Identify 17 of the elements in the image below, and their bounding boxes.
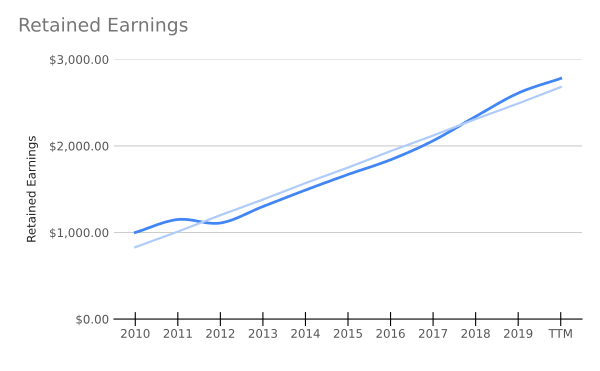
y-tick-label: $3,000.00: [50, 54, 108, 66]
x-tick-label: 2010: [121, 328, 150, 338]
x-tick-label: 2019: [504, 328, 532, 338]
x-tick-label: 2018: [461, 328, 490, 338]
x-tick-label: 2011: [164, 328, 192, 338]
x-tick-label: TTM: [548, 329, 572, 338]
y-tick-label: $2,000.00: [50, 141, 108, 152]
x-tick-label: 2017: [418, 328, 448, 338]
x-tick-label: 2015: [334, 328, 362, 338]
x-tick-label: 2012: [206, 328, 234, 338]
x-tick-label: 2016: [376, 328, 405, 338]
y-tick-label: $1,000.00: [50, 228, 108, 239]
y-axis-title: Retained Earnings: [26, 136, 38, 242]
chart-title: Retained Earnings: [20, 17, 188, 36]
x-tick-label: 2013: [248, 328, 277, 338]
x-tick-label: 2014: [291, 328, 320, 338]
y-tick-label: $0.00: [76, 314, 108, 326]
